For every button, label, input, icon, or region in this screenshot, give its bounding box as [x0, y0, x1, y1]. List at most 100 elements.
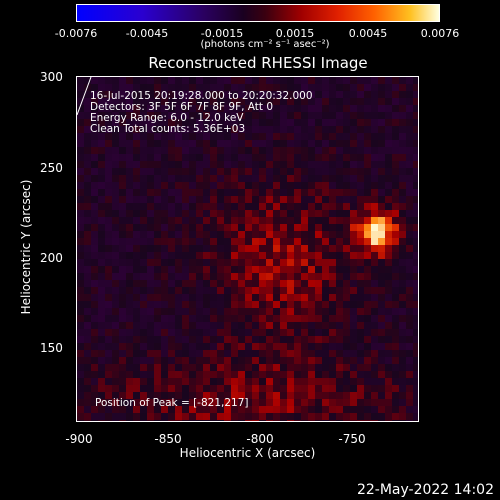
- colorbar: [76, 4, 440, 22]
- heatmap-cell: [231, 105, 238, 112]
- heatmap-cell: [154, 224, 161, 231]
- heatmap-cell: [168, 91, 175, 98]
- heatmap-cell: [217, 196, 224, 203]
- heatmap-cell: [385, 350, 392, 357]
- heatmap-cell: [336, 294, 343, 301]
- heatmap-cell: [364, 77, 371, 84]
- heatmap-cell: [84, 420, 91, 421]
- heatmap-cell: [399, 126, 406, 133]
- heatmap-cell: [105, 210, 112, 217]
- heatmap-cell: [203, 406, 210, 413]
- heatmap-cell: [357, 392, 364, 399]
- heatmap-cell: [357, 231, 364, 238]
- heatmap-cell: [189, 91, 196, 98]
- heatmap-cell: [119, 364, 126, 371]
- heatmap-cell: [322, 413, 329, 420]
- heatmap-cell: [336, 350, 343, 357]
- heatmap-cell: [196, 140, 203, 147]
- heatmap-cell: [294, 378, 301, 385]
- heatmap-cell: [154, 105, 161, 112]
- heatmap-cell: [280, 336, 287, 343]
- heatmap-cell: [238, 371, 245, 378]
- heatmap-cell: [133, 231, 140, 238]
- heatmap-cell: [378, 413, 385, 420]
- heatmap-cell: [175, 175, 182, 182]
- heatmap-cell: [259, 84, 266, 91]
- heatmap-cell: [392, 238, 399, 245]
- heatmap-cell: [231, 385, 238, 392]
- heatmap-cell: [329, 189, 336, 196]
- heatmap-cell: [315, 105, 322, 112]
- heatmap-cell: [280, 301, 287, 308]
- heatmap-cell: [189, 420, 196, 421]
- heatmap-cell: [301, 392, 308, 399]
- heatmap-cell: [406, 315, 413, 322]
- heatmap-cell: [182, 266, 189, 273]
- heatmap-cell: [280, 371, 287, 378]
- heatmap-cell: [357, 294, 364, 301]
- heatmap-cell: [77, 350, 84, 357]
- heatmap-cell: [231, 280, 238, 287]
- heatmap-cell: [217, 308, 224, 315]
- heatmap-cell: [154, 252, 161, 259]
- heatmap-cell: [315, 147, 322, 154]
- heatmap-cell: [336, 112, 343, 119]
- heatmap-cell: [308, 112, 315, 119]
- heatmap-cell: [406, 378, 413, 385]
- heatmap-cell: [175, 378, 182, 385]
- heatmap-cell: [147, 364, 154, 371]
- heatmap-cell: [140, 266, 147, 273]
- heatmap-cell: [252, 406, 259, 413]
- heatmap-cell: [259, 238, 266, 245]
- heatmap-cell: [252, 133, 259, 140]
- heatmap-cell: [182, 77, 189, 84]
- heatmap-cell: [252, 322, 259, 329]
- heatmap-cell: [175, 322, 182, 329]
- heatmap-cell: [413, 252, 418, 259]
- heatmap-cell: [371, 126, 378, 133]
- heatmap-cell: [77, 126, 84, 133]
- heatmap-cell: [189, 301, 196, 308]
- heatmap-cell: [329, 105, 336, 112]
- heatmap-cell: [399, 98, 406, 105]
- heatmap-cell: [182, 336, 189, 343]
- heatmap-cell: [182, 329, 189, 336]
- heatmap-cell: [329, 392, 336, 399]
- image-plot: [76, 76, 419, 422]
- heatmap-cell: [259, 189, 266, 196]
- heatmap-cell: [392, 280, 399, 287]
- heatmap-cell: [266, 329, 273, 336]
- heatmap-cell: [399, 133, 406, 140]
- heatmap-cell: [385, 224, 392, 231]
- heatmap-cell: [273, 196, 280, 203]
- heatmap-cell: [77, 217, 84, 224]
- heatmap-cell: [343, 273, 350, 280]
- heatmap-cell: [112, 301, 119, 308]
- heatmap-cell: [378, 119, 385, 126]
- heatmap-cell: [315, 378, 322, 385]
- heatmap-cell: [259, 294, 266, 301]
- heatmap-cell: [196, 217, 203, 224]
- heatmap-cell: [210, 322, 217, 329]
- heatmap-cell: [294, 392, 301, 399]
- heatmap-cell: [231, 119, 238, 126]
- heatmap-cell: [392, 154, 399, 161]
- heatmap-cell: [287, 84, 294, 91]
- heatmap-cell: [378, 357, 385, 364]
- heatmap-cell: [126, 217, 133, 224]
- heatmap-cell: [238, 182, 245, 189]
- heatmap-cell: [77, 280, 84, 287]
- heatmap-cell: [238, 175, 245, 182]
- heatmap-cell: [84, 140, 91, 147]
- heatmap-cell: [98, 217, 105, 224]
- heatmap-cell: [392, 98, 399, 105]
- heatmap-cell: [133, 133, 140, 140]
- heatmap-cell: [413, 203, 418, 210]
- heatmap-cell: [392, 294, 399, 301]
- heatmap-cell: [308, 147, 315, 154]
- heatmap-cell: [364, 406, 371, 413]
- heatmap-cell: [350, 336, 357, 343]
- heatmap-cell: [182, 378, 189, 385]
- heatmap-cell: [406, 336, 413, 343]
- heatmap-cell: [322, 322, 329, 329]
